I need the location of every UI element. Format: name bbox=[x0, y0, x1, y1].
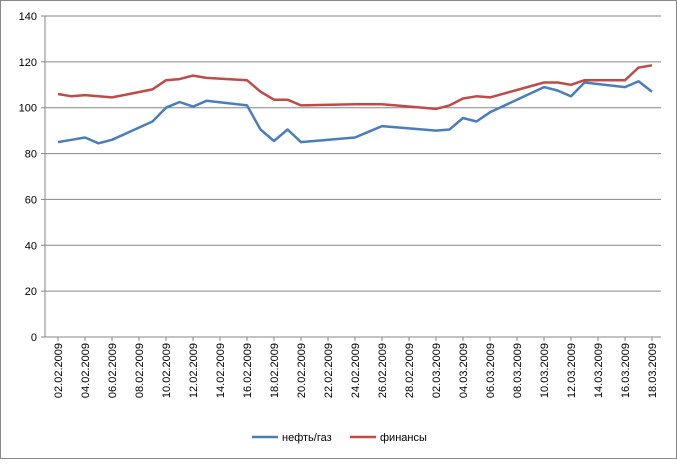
y-tick-label: 20 bbox=[25, 286, 37, 298]
x-tick-label: 10.02.2009 bbox=[161, 343, 173, 398]
y-tick-label: 60 bbox=[25, 194, 37, 206]
x-tick-label: 10.03.2009 bbox=[539, 343, 551, 398]
x-tick-label: 26.02.2009 bbox=[377, 343, 389, 398]
y-tick-label: 100 bbox=[19, 103, 37, 115]
x-tick-label: 08.02.2009 bbox=[134, 343, 146, 398]
x-tick-label: 02.03.2009 bbox=[431, 343, 443, 398]
x-tick-label: 16.02.2009 bbox=[242, 343, 254, 398]
x-tick-label: 12.03.2009 bbox=[566, 343, 578, 398]
series-line bbox=[57, 64, 653, 111]
y-tick-label: 120 bbox=[19, 57, 37, 69]
x-tick-label: 28.02.2009 bbox=[404, 343, 416, 398]
legend-label: финансы bbox=[380, 432, 427, 444]
x-tick-label: 04.02.2009 bbox=[80, 343, 92, 398]
x-tick-label: 14.02.2009 bbox=[215, 343, 227, 398]
y-tick-label: 40 bbox=[25, 240, 37, 252]
y-tick-label: 0 bbox=[31, 332, 37, 344]
x-tick-label: 16.03.2009 bbox=[620, 343, 632, 398]
x-tick-label: 06.03.2009 bbox=[485, 343, 497, 398]
x-tick-label: 06.02.2009 bbox=[107, 343, 119, 398]
y-tick-label: 80 bbox=[25, 149, 37, 161]
y-tick-label: 140 bbox=[19, 11, 37, 23]
x-tick-label: 24.02.2009 bbox=[350, 343, 362, 398]
x-tick-label: 02.02.2009 bbox=[53, 343, 65, 398]
x-tick-label: 18.02.2009 bbox=[269, 343, 281, 398]
series-line bbox=[57, 80, 653, 145]
x-tick-label: 12.02.2009 bbox=[188, 343, 200, 398]
legend-label: нефть/газ bbox=[282, 432, 332, 444]
x-tick-label: 20.02.2009 bbox=[296, 343, 308, 398]
x-tick-label: 04.03.2009 bbox=[458, 343, 470, 398]
x-tick-label: 14.03.2009 bbox=[593, 343, 605, 398]
x-tick-label: 08.03.2009 bbox=[512, 343, 524, 398]
x-tick-label: 22.02.2009 bbox=[323, 343, 335, 398]
x-tick-label: 18.03.2009 bbox=[647, 343, 659, 398]
